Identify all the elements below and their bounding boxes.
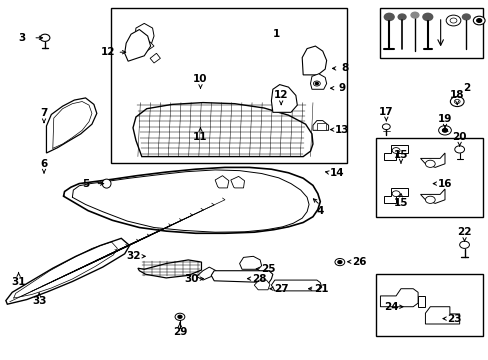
Polygon shape bbox=[124, 30, 150, 61]
Text: 22: 22 bbox=[456, 227, 471, 237]
Bar bbox=[375, 138, 482, 217]
Polygon shape bbox=[312, 121, 328, 130]
Polygon shape bbox=[420, 189, 444, 203]
Circle shape bbox=[453, 99, 459, 104]
Text: 6: 6 bbox=[41, 159, 47, 169]
Bar bbox=[316, 123, 325, 130]
Text: 31: 31 bbox=[11, 276, 26, 287]
Ellipse shape bbox=[102, 179, 111, 188]
Polygon shape bbox=[302, 46, 326, 75]
Circle shape bbox=[178, 315, 182, 318]
Text: 17: 17 bbox=[378, 107, 393, 117]
Bar bbox=[375, 274, 482, 336]
Text: 16: 16 bbox=[437, 179, 451, 189]
Circle shape bbox=[315, 82, 318, 85]
Text: 28: 28 bbox=[251, 274, 266, 284]
Text: 14: 14 bbox=[329, 168, 344, 178]
Polygon shape bbox=[425, 307, 459, 324]
Text: 29: 29 bbox=[172, 327, 187, 337]
Circle shape bbox=[313, 81, 320, 86]
Text: 23: 23 bbox=[447, 314, 461, 324]
Polygon shape bbox=[254, 280, 269, 290]
Circle shape bbox=[472, 16, 484, 25]
Polygon shape bbox=[150, 53, 160, 63]
Circle shape bbox=[438, 126, 450, 135]
Polygon shape bbox=[46, 98, 97, 153]
Text: 5: 5 bbox=[82, 179, 89, 189]
Text: 11: 11 bbox=[193, 132, 207, 142]
Polygon shape bbox=[6, 238, 129, 304]
Circle shape bbox=[459, 241, 468, 248]
Circle shape bbox=[384, 13, 393, 21]
Polygon shape bbox=[239, 256, 261, 269]
Polygon shape bbox=[142, 41, 154, 51]
Circle shape bbox=[391, 148, 399, 153]
Text: 18: 18 bbox=[449, 90, 464, 100]
Text: 26: 26 bbox=[351, 257, 366, 267]
Circle shape bbox=[337, 261, 341, 264]
Polygon shape bbox=[383, 145, 407, 160]
Circle shape bbox=[476, 19, 481, 22]
Text: 3: 3 bbox=[19, 33, 25, 43]
Polygon shape bbox=[380, 289, 417, 307]
Text: 32: 32 bbox=[126, 251, 141, 261]
Text: 13: 13 bbox=[334, 125, 349, 135]
Polygon shape bbox=[310, 74, 326, 89]
Polygon shape bbox=[138, 260, 201, 278]
Circle shape bbox=[445, 15, 460, 26]
Bar bbox=[380, 8, 482, 58]
Circle shape bbox=[449, 96, 463, 107]
Text: 24: 24 bbox=[383, 302, 398, 312]
Text: 21: 21 bbox=[314, 284, 328, 294]
Polygon shape bbox=[196, 267, 216, 280]
Circle shape bbox=[454, 146, 464, 153]
Bar bbox=[111, 8, 346, 163]
Text: 27: 27 bbox=[274, 284, 288, 294]
Circle shape bbox=[175, 313, 184, 320]
Circle shape bbox=[397, 14, 405, 20]
Text: 7: 7 bbox=[40, 108, 48, 118]
Text: 15: 15 bbox=[393, 150, 407, 160]
Circle shape bbox=[410, 12, 418, 18]
Polygon shape bbox=[215, 176, 228, 188]
Text: 19: 19 bbox=[437, 114, 451, 124]
Text: 25: 25 bbox=[260, 264, 275, 274]
Polygon shape bbox=[211, 271, 272, 283]
Polygon shape bbox=[133, 103, 312, 157]
Circle shape bbox=[40, 34, 50, 41]
Text: 33: 33 bbox=[32, 296, 46, 306]
Circle shape bbox=[382, 124, 389, 130]
Polygon shape bbox=[135, 23, 154, 48]
Circle shape bbox=[422, 13, 432, 21]
Text: 9: 9 bbox=[338, 83, 345, 93]
Text: 4: 4 bbox=[316, 206, 324, 216]
Text: 1: 1 bbox=[272, 29, 279, 39]
Circle shape bbox=[462, 14, 469, 20]
Polygon shape bbox=[417, 296, 425, 307]
Text: 2: 2 bbox=[463, 83, 469, 93]
Circle shape bbox=[425, 196, 434, 203]
Polygon shape bbox=[383, 188, 407, 203]
Text: 8: 8 bbox=[341, 63, 347, 73]
Circle shape bbox=[449, 18, 456, 23]
Circle shape bbox=[425, 160, 434, 167]
Text: 30: 30 bbox=[184, 274, 199, 284]
Text: 15: 15 bbox=[393, 198, 407, 208]
Polygon shape bbox=[271, 85, 297, 112]
Text: 12: 12 bbox=[100, 47, 115, 57]
Text: 20: 20 bbox=[451, 132, 466, 142]
Polygon shape bbox=[230, 176, 244, 188]
Circle shape bbox=[442, 129, 447, 132]
Text: 12: 12 bbox=[273, 90, 288, 100]
Polygon shape bbox=[420, 153, 444, 167]
Text: 10: 10 bbox=[193, 74, 207, 84]
Circle shape bbox=[334, 258, 344, 266]
Circle shape bbox=[391, 191, 399, 197]
Polygon shape bbox=[271, 280, 321, 291]
